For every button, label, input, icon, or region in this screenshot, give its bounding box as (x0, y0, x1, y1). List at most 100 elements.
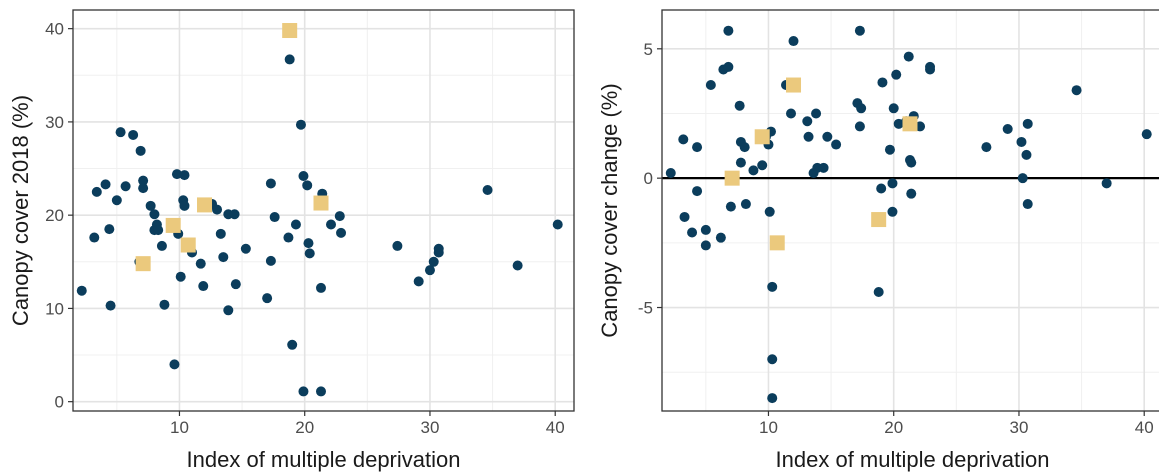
left-data-point (240, 243, 251, 254)
left-data-point (284, 54, 295, 65)
left-x-axis-title: Index of multiple deprivation (187, 447, 461, 472)
right-highlight-square-point (871, 212, 887, 228)
left-data-point (149, 209, 160, 220)
left-data-point (295, 119, 306, 130)
left-data-point (135, 145, 146, 156)
right-data-point (906, 157, 917, 168)
left-data-point (156, 240, 167, 251)
left-highlight-square-point (197, 197, 213, 213)
left-data-point (128, 129, 139, 140)
right-data-point (767, 281, 778, 292)
right-data-point (802, 116, 813, 127)
left-data-point (287, 339, 298, 350)
right-data-point (903, 51, 914, 62)
left-data-point (91, 186, 102, 197)
left-data-point (302, 180, 313, 191)
right-data-point (786, 108, 797, 119)
right-data-point (873, 286, 884, 297)
right-data-point (1017, 173, 1028, 184)
right-data-point (678, 134, 689, 145)
left-data-point (198, 281, 209, 292)
right-data-point (854, 121, 865, 132)
right-data-point (692, 186, 703, 197)
right-data-point (893, 118, 904, 129)
right-data-point (906, 188, 917, 199)
right-highlight-square-point (786, 77, 802, 93)
right-data-point (687, 227, 698, 238)
right-data-point (1022, 199, 1033, 210)
right-data-point (700, 240, 711, 251)
left-data-point (153, 225, 164, 236)
left-data-point (265, 255, 276, 266)
left-data-point (428, 256, 439, 267)
left-y-tick-label: 10 (45, 299, 64, 318)
left-data-point (303, 238, 314, 249)
left-data-point (298, 386, 309, 397)
right-data-point (740, 199, 751, 210)
right-data-point (818, 162, 829, 173)
right-data-point (1022, 118, 1033, 129)
right-data-point (757, 160, 768, 171)
left-x-tick-label: 30 (421, 418, 440, 437)
right-y-tick-label: 5 (644, 40, 653, 59)
left-data-point (159, 299, 170, 310)
right-data-point (884, 144, 895, 155)
left-x-tick-label: 10 (170, 418, 189, 437)
right-x-axis-title: Index of multiple deprivation (776, 447, 1050, 472)
left-data-point (179, 200, 190, 211)
right-x-tick-label: 40 (1135, 418, 1154, 437)
right-data-point (679, 211, 690, 222)
right-data-point (915, 121, 926, 132)
right-highlight-square-point (754, 129, 770, 145)
right-data-point (1016, 136, 1027, 147)
left-data-point (145, 200, 156, 211)
right-data-point (1101, 178, 1112, 189)
left-data-point (104, 224, 115, 235)
left-data-point (482, 184, 493, 195)
left-data-point (283, 232, 294, 243)
left-y-tick-label: 30 (45, 113, 64, 132)
left-data-point (138, 183, 149, 194)
left-data-point (230, 279, 241, 290)
right-data-point (723, 61, 734, 72)
right-data-point (748, 165, 759, 176)
left-y-tick-label: 0 (55, 393, 64, 412)
right-data-point (822, 131, 833, 142)
left-data-point (138, 175, 149, 186)
left-y-axis-title: Canopy cover 2018 (%) (8, 95, 33, 326)
left-panel-border (72, 9, 575, 412)
left-data-point (115, 127, 126, 138)
left-highlight-square-point (135, 256, 151, 272)
left-data-point (392, 240, 403, 251)
left-highlight-square-point (313, 195, 329, 211)
left-data-point (215, 228, 226, 239)
left-data-point (105, 300, 116, 311)
right-data-point (856, 103, 867, 114)
left-data-point (195, 258, 206, 269)
left-data-point (179, 170, 190, 181)
left-data-point (171, 169, 182, 180)
left-data-point (269, 212, 280, 223)
right-data-point (725, 201, 736, 212)
right-data-point (788, 36, 799, 47)
left-data-point (262, 293, 273, 304)
right-data-point (764, 206, 775, 217)
left-data-point (315, 282, 326, 293)
right-data-point (665, 167, 676, 178)
left-data-point (315, 386, 326, 397)
left-scatter-panel: 10 20 30 40 0 10 20 30 40 Index of multiple depri… (8, 9, 575, 472)
left-data-point (304, 248, 315, 259)
left-data-point (111, 195, 122, 206)
left-highlight-square-point (165, 217, 181, 233)
right-data-point (891, 69, 902, 80)
right-data-point (876, 183, 887, 194)
left-highlight-square-point (282, 23, 298, 39)
left-data-point (169, 359, 180, 370)
left-data-point (336, 227, 347, 238)
right-data-point (1141, 129, 1152, 140)
left-y-tick-label: 20 (45, 206, 64, 225)
right-data-point (887, 178, 898, 189)
right-data-point (854, 25, 865, 36)
right-x-tick-label: 30 (1010, 418, 1029, 437)
